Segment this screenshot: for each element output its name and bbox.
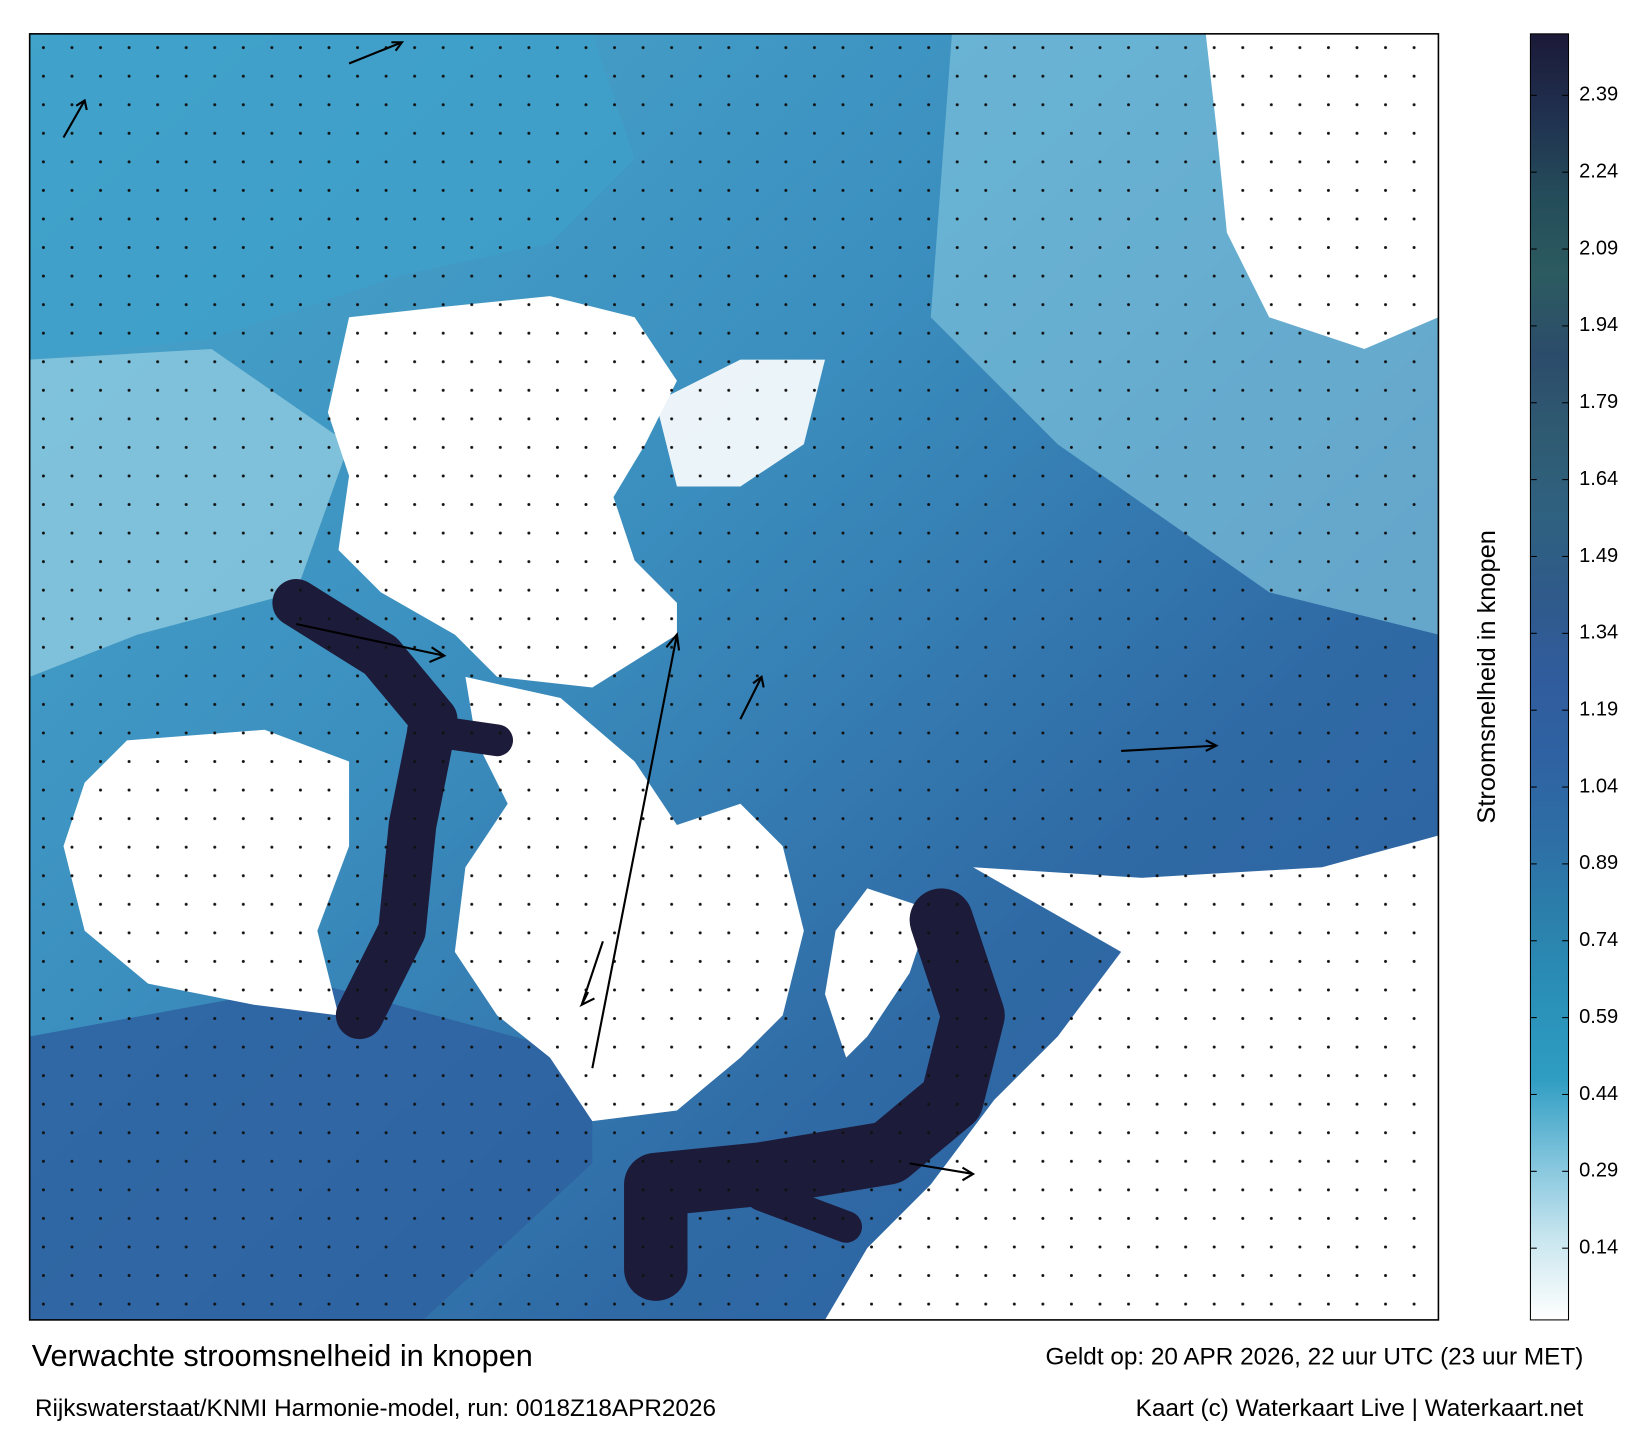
colorbar-label: Stroomsnelheid in knopen: [1473, 530, 1501, 823]
current-arrows: [62, 41, 1219, 1182]
colorbar: [1529, 33, 1570, 1321]
map: [29, 33, 1439, 1320]
colorbar-tick-label: 2.09: [1579, 237, 1618, 259]
map-frame: [28, 33, 1440, 1321]
colorbar-tick-label: 1.79: [1579, 391, 1618, 413]
colorbar-tick-label: 0.14: [1579, 1236, 1618, 1258]
colorbar-tick-label: 0.89: [1579, 852, 1618, 874]
colorbar-tick-label: 1.64: [1579, 468, 1618, 490]
colorbar-tick-label: 0.29: [1579, 1160, 1618, 1182]
colorbar-tick-label: 1.34: [1579, 622, 1618, 644]
colorbar-tick-label: 1.94: [1579, 314, 1618, 336]
model-run: Rijkswaterstaat/KNMI Harmonie-model, run…: [35, 1395, 716, 1422]
grid-dots: [29, 33, 1439, 1320]
valid-time: Geldt op: 20 APR 2026, 22 uur UTC (23 uu…: [1045, 1343, 1583, 1370]
colorbar-tick-label: 0.74: [1579, 929, 1618, 951]
colorbar-tick-label: 0.44: [1579, 1083, 1618, 1105]
credit: Kaart (c) Waterkaart Live | Waterkaart.n…: [1136, 1395, 1584, 1422]
colorbar-ticks: 0.14 0.29 0.44 0.59 0.74 0.89 1.04 1.19 1.34 1.49…: [1530, 84, 1618, 1258]
title: Verwachte stroomsnelheid in knopen: [32, 1339, 533, 1373]
colorbar-tick-label: 2.24: [1579, 160, 1618, 182]
colorbar-tick-label: 2.39: [1579, 84, 1618, 106]
colorbar-tick-label: 1.49: [1579, 545, 1618, 567]
colorbar-tick-label: 1.04: [1579, 775, 1618, 797]
colorbar-tick-label: 1.19: [1579, 698, 1618, 720]
colorbar-tick-label: 0.59: [1579, 1006, 1618, 1028]
